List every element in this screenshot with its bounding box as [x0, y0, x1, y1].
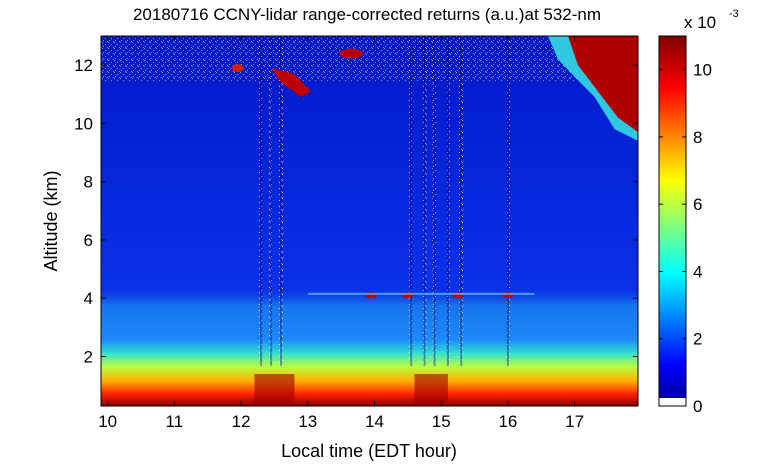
heatmap-plot-area: [101, 36, 638, 406]
signal-dropout-core: [270, 36, 273, 366]
x-tick-label: 10: [98, 412, 117, 431]
signal-dropout-core: [260, 36, 263, 366]
colorbar-exponent: -3: [729, 8, 739, 20]
signal-dropout-core: [410, 36, 413, 366]
signal-dropout-column: [279, 36, 284, 366]
x-tick-label: 14: [365, 412, 384, 431]
signal-dropout-column: [409, 36, 414, 366]
x-axis-label: Local time (EDT hour): [281, 441, 457, 461]
plot-frame: [100, 35, 639, 407]
near-surface-maximum: [254, 373, 295, 406]
y-tick-label: 2: [84, 347, 93, 366]
colorbar-exponent-base: x 10: [684, 13, 716, 32]
signal-dropout-column: [459, 36, 464, 366]
signal-dropout-core: [506, 36, 509, 366]
cirrus-patch: [231, 64, 244, 73]
signal-dropout-core: [433, 36, 436, 366]
y-tick-label: 10: [74, 114, 93, 133]
signal-dropout-column: [505, 36, 510, 366]
colorbar: 0 2 4 6 8 10 x 10 -3: [658, 8, 739, 416]
cirrus-band: [567, 36, 638, 133]
cirrus-patch: [339, 48, 364, 59]
signal-dropout-column: [432, 36, 437, 366]
signal-dropout-core: [280, 36, 283, 366]
cirrus-patch: [271, 68, 312, 98]
colorbar-tick-label: 6: [693, 195, 702, 214]
signal-dropout-column: [259, 36, 264, 366]
x-tick-label: 13: [298, 412, 317, 431]
signal-dropout-column: [269, 36, 274, 366]
y-tick-label: 4: [84, 289, 93, 308]
colorbar-tick-label: 10: [693, 61, 712, 80]
y-tick-label: 12: [74, 56, 93, 75]
colorbar-tick-label: 8: [693, 128, 702, 147]
signal-dropout-core: [423, 36, 426, 366]
signal-dropout-core: [460, 36, 463, 366]
x-axis: 10 11 12 13 14 15 16 17: [98, 36, 584, 431]
y-tick-label: 8: [84, 173, 93, 192]
colorbar-tick-label: 4: [693, 262, 702, 281]
colorbar-tick-label: 2: [693, 330, 702, 349]
signal-dropout-core: [446, 36, 449, 366]
x-tick-label: 15: [432, 412, 451, 431]
near-surface-maximum: [414, 373, 448, 406]
x-tick-label: 12: [232, 412, 251, 431]
signal-dropout-column: [422, 36, 427, 366]
x-tick-label: 16: [498, 412, 517, 431]
x-tick-label: 17: [565, 412, 584, 431]
y-axis-label: Altitude (km): [41, 170, 61, 271]
signal-dropout-column: [445, 36, 450, 366]
x-tick-label: 11: [166, 412, 184, 431]
chart-title: 20180716 CCNY-lidar range-corrected retu…: [133, 5, 601, 24]
colorbar-tick-label: 0: [693, 397, 702, 416]
y-axis: 2 4 6 8 10 12: [74, 56, 638, 366]
y-tick-label: 6: [84, 231, 93, 250]
